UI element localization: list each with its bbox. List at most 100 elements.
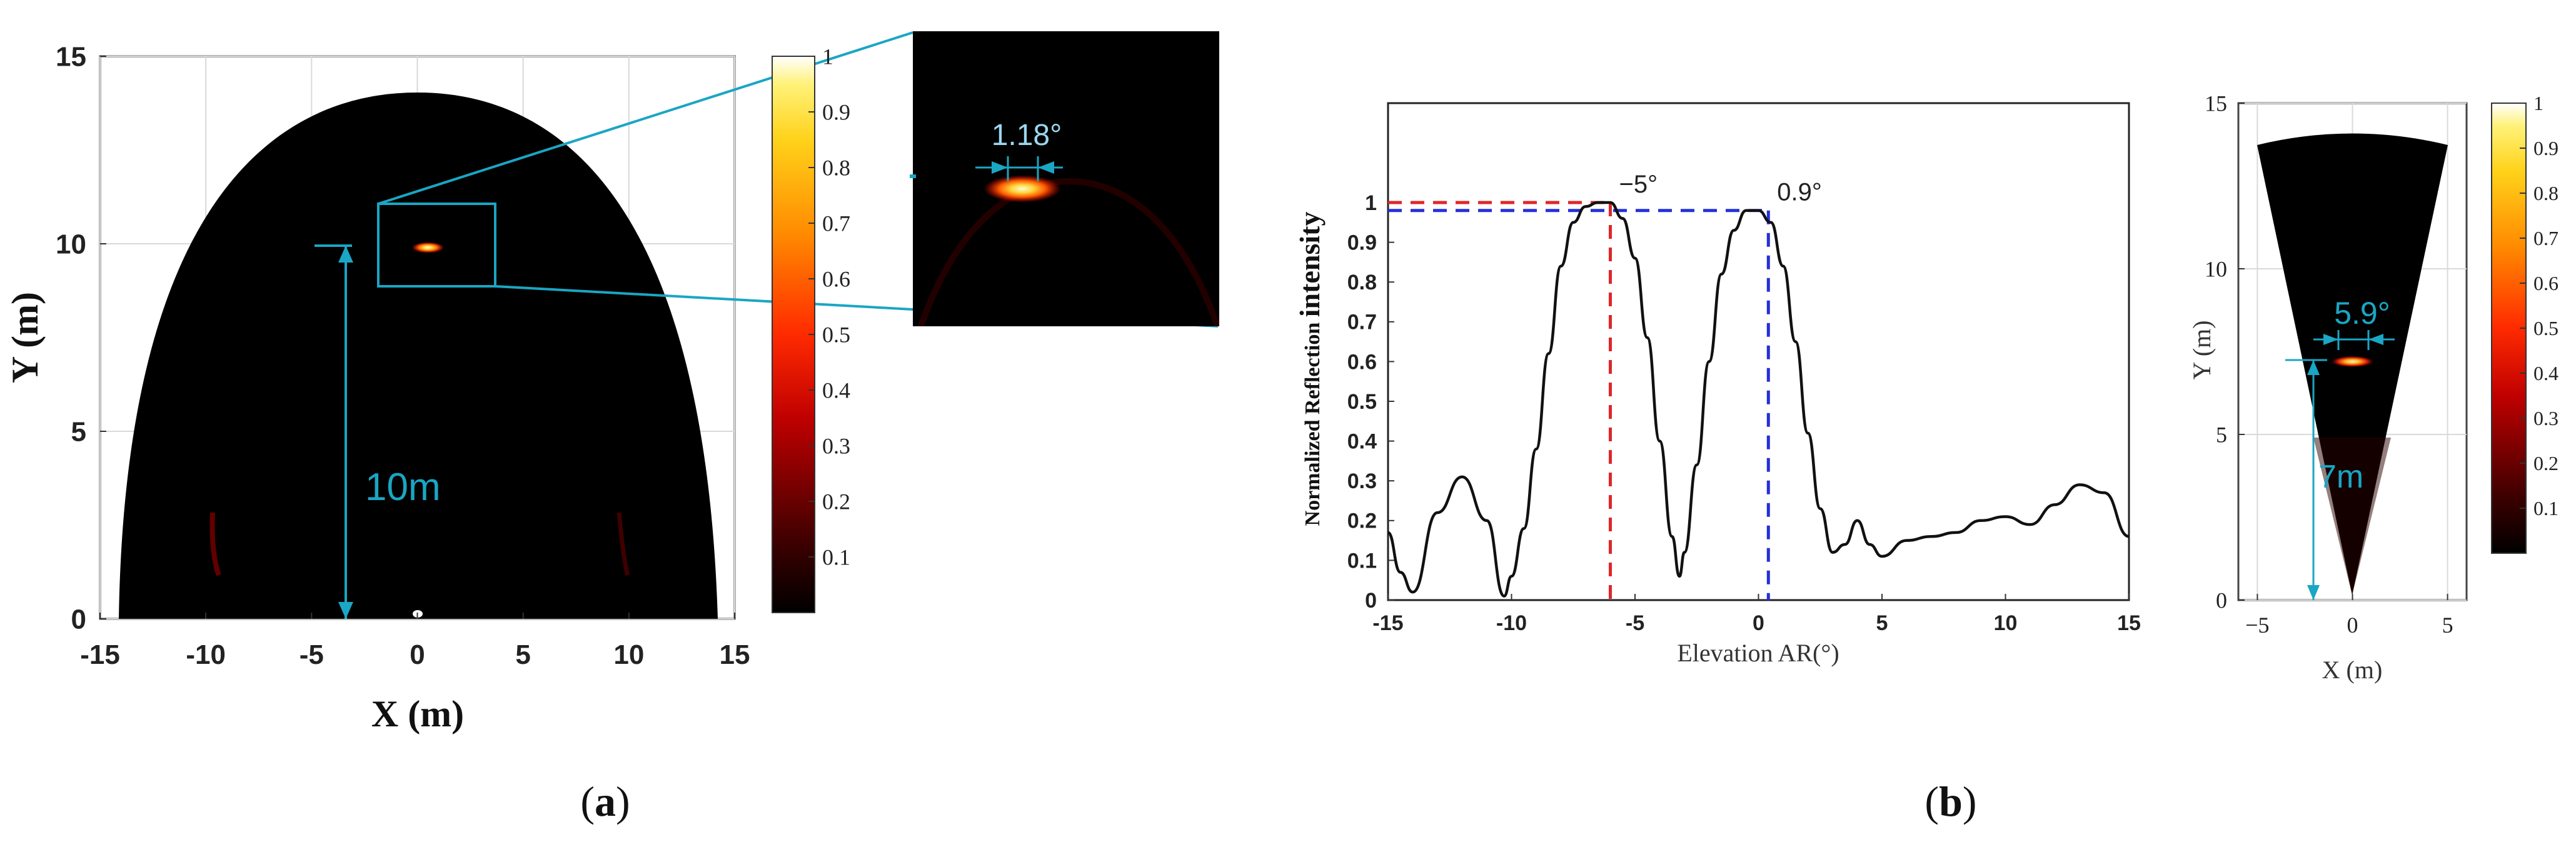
angle-arrow-left-b [2323, 334, 2338, 345]
y-tick-label: 1 [1365, 191, 1377, 215]
axes-c: −5 0 5 0 5 10 15 [2205, 91, 2453, 638]
panel-label-a: (a) [580, 778, 630, 825]
y-tick-label: 0.8 [1347, 271, 1377, 294]
colorbar-tick-label: 0.3 [822, 434, 850, 459]
y-tick-label: 0.5 [1347, 390, 1377, 414]
y-tick-label: 10 [2205, 257, 2227, 282]
y-tick-label: 5 [2216, 423, 2227, 448]
colorbar-tick-label: 1 [2533, 92, 2543, 114]
x-tick-label: 5 [2442, 613, 2453, 638]
colorbar-tick-label: 0.3 [2533, 407, 2558, 429]
panel-label-b: (b) [1924, 778, 1976, 825]
inset-arc [917, 178, 1219, 326]
axes-b: -15 -10 -5 0 5 10 15 0 0.1 0.2 0.3 0.4 0.5 0.6 0.7 0.8 0… [1347, 191, 2141, 635]
colorbar-ticks-a: 0.1 0.2 0.3 0.4 0.5 0.6 0.7 0.8 0.9 1 [808, 44, 850, 570]
arrowhead-top-a [338, 246, 353, 263]
line-panel-b: -15 -10 -5 0 5 10 15 0 0.1 0.2 0.3 0.4 0.5 0.6 0.7 0.8 0… [1294, 102, 2141, 667]
y-tick-label: 0.1 [1347, 549, 1377, 573]
radar-coverage-a [119, 93, 718, 619]
artifact-right [616, 512, 630, 576]
heatmap-panel-b: −5 0 5 0 5 10 15 7m 5.9° X (m) Y (m) 0.1 0.2 0.3… [2188, 91, 2558, 684]
colorbar-tick-label: 0.2 [2533, 452, 2558, 474]
y-axis-label-b: Normalized Reflection intensity [1294, 212, 1326, 526]
target-hotspot-b [2331, 356, 2374, 368]
x-tick-label: -10 [186, 639, 226, 670]
y-tick-label: 10 [56, 229, 86, 259]
x-tick-label: 5 [515, 639, 530, 670]
zoom-box [377, 203, 496, 288]
y-tick-label: 0.9 [1347, 231, 1377, 255]
heatmap-panel-a: -15 -10 -5 0 5 10 15 0 5 10 15 X (m) Y (m) 10m 0.1… [4, 31, 1219, 734]
x-tick-label: 0 [410, 639, 425, 670]
colorbar-tick-label: 0.8 [2533, 182, 2558, 204]
y-tick-label: 0 [2216, 588, 2227, 613]
colorbar-tick-label: 0.8 [822, 156, 850, 181]
colorbar-a [772, 56, 815, 613]
y-tick-label: 0.7 [1347, 311, 1377, 334]
x-tick-label: 5 [1876, 611, 1888, 635]
x-tick-label: 15 [720, 639, 750, 670]
panel-label-a-letter: a [595, 778, 616, 825]
y-tick-label: 0.6 [1347, 350, 1377, 374]
distance-label-a: 10m [365, 466, 441, 509]
x-tick-label: -5 [299, 639, 324, 670]
y-tick-label: 15 [2205, 91, 2227, 116]
plot-frame-b [1387, 102, 2130, 601]
colorbar-tick-label: 1 [822, 44, 833, 69]
sector-noise [2313, 438, 2391, 595]
colorbar-tick-label: 0.9 [2533, 137, 2558, 159]
zoom-inset: 1.18° [910, 31, 1219, 326]
x-axis-label-a: X (m) [371, 693, 464, 734]
colorbar-tick-label: 0.9 [822, 100, 850, 125]
colorbar-tick-label: 0.4 [2533, 362, 2558, 384]
x-axis-label-c: X (m) [2322, 656, 2383, 684]
angle-arrow-right-inset [1038, 161, 1054, 174]
x-tick-label: -15 [1372, 611, 1403, 635]
y-axis-label-c: Y (m) [2188, 320, 2216, 379]
colorbar-tick-label: 0.1 [822, 545, 850, 570]
colorbar-tick-label: 0.1 [2533, 497, 2558, 519]
colorbar-tick-label: 0.2 [822, 489, 850, 514]
colorbar-tick-label: 0.7 [2533, 227, 2558, 249]
y-axis-label-a: Y (m) [4, 292, 46, 383]
x-tick-label: 0 [2347, 613, 2358, 638]
arrowhead-bottom-b [2307, 585, 2320, 600]
arrowhead-top-b [2307, 360, 2320, 375]
colorbar-tick-label: 0.6 [2533, 272, 2558, 294]
panel-label-b-letter: b [1939, 778, 1963, 825]
peak-label: 0.9° [1777, 179, 1822, 206]
colorbar-tick-label: 0.5 [822, 323, 850, 348]
peak-label: −5° [1619, 171, 1658, 198]
x-tick-label: -15 [80, 639, 120, 670]
x-tick-label: −5 [2245, 613, 2269, 638]
angle-arrow-left-inset [992, 161, 1008, 174]
y-tick-label: 0.2 [1347, 509, 1377, 533]
colorbar-tick-label: 0.6 [822, 267, 850, 292]
y-tick-label: 0.3 [1347, 469, 1377, 493]
y-axis-label-b-suffix: intensity [1294, 212, 1326, 318]
x-axis-label-b: Elevation AR(°) [1677, 639, 1839, 667]
angle-label-b: 5.9° [2334, 296, 2390, 331]
y-tick-label: 5 [71, 416, 86, 447]
arrowhead-bottom-a [338, 602, 353, 619]
x-tick-label: 15 [2117, 611, 2141, 635]
colorbar-ticks-b: 0.1 0.2 0.3 0.4 0.5 0.6 0.7 0.8 0.9 1 [2520, 92, 2558, 519]
distance-label-b: 7m [2318, 459, 2363, 495]
artifact-left [209, 512, 221, 576]
reflection-curve [1387, 201, 2130, 598]
colorbar-tick-label: 0.5 [2533, 317, 2558, 339]
axes-a: -15 -10 -5 0 5 10 15 0 5 10 15 [56, 41, 750, 670]
x-tick-label: -5 [1626, 611, 1644, 635]
colorbar-tick-label: 0.7 [822, 211, 850, 236]
y-tick-label: 0.4 [1347, 430, 1377, 454]
angle-label-a: 1.18° [992, 119, 1062, 152]
y-tick-label: 0 [1365, 589, 1377, 613]
y-tick-label: 15 [56, 41, 86, 72]
peak-guides: −5° 0.9° [1388, 171, 1822, 600]
target-hotspot-a [411, 242, 445, 253]
y-tick-label: 0 [71, 604, 86, 634]
x-tick-label: 0 [1753, 611, 1764, 635]
x-tick-label: -10 [1496, 611, 1527, 635]
x-tick-label: 10 [613, 639, 644, 670]
colorbar-tick-label: 0.4 [822, 378, 850, 403]
